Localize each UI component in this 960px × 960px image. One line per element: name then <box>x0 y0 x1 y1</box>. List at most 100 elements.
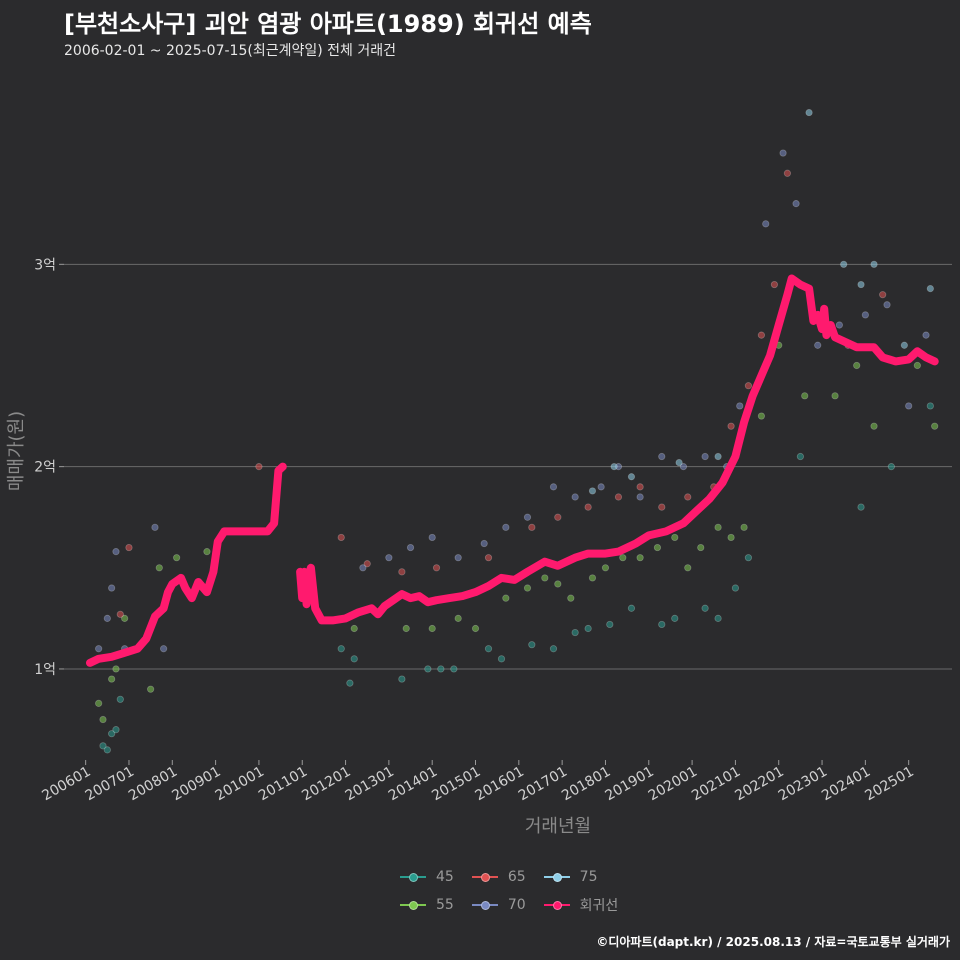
data-point-55 <box>402 624 410 633</box>
x-axis-title: 거래년월 <box>525 816 591 837</box>
data-point-45 <box>606 620 614 629</box>
data-point-70 <box>571 493 579 501</box>
legend-item-75: 75 <box>543 866 619 888</box>
data-point-55 <box>428 624 436 633</box>
data-point-55 <box>740 523 748 531</box>
y-axis-title: 매매가(원) <box>6 411 27 491</box>
data-point-55 <box>757 412 766 420</box>
legend-key <box>543 871 570 883</box>
data-point-55 <box>801 392 809 400</box>
data-point-55 <box>203 548 211 556</box>
data-point-55 <box>714 523 722 531</box>
legend-item-70: 70 <box>471 894 526 916</box>
data-point-70 <box>597 483 605 491</box>
data-point-55 <box>567 594 575 602</box>
data-point-65 <box>125 543 133 552</box>
legend-item-55: 55 <box>400 894 454 916</box>
data-point-75 <box>610 463 618 471</box>
data-point-65 <box>658 503 666 511</box>
legend-label: 65 <box>507 869 526 885</box>
data-point-65 <box>337 533 345 542</box>
data-point-75 <box>714 452 722 461</box>
data-point-45 <box>450 665 458 673</box>
legend-label: 회귀선 <box>579 898 619 914</box>
x-tick-label: 201201 <box>299 764 353 805</box>
legend-key <box>400 899 426 911</box>
data-point-55 <box>108 675 116 683</box>
data-point-70 <box>480 539 488 548</box>
data-point-45 <box>701 604 709 612</box>
data-point-55 <box>147 685 155 693</box>
data-point-65 <box>770 280 779 289</box>
data-point-70 <box>679 463 688 471</box>
data-point-65 <box>684 493 692 501</box>
legend-key <box>543 899 570 911</box>
data-point-45 <box>103 746 111 754</box>
data-point-45 <box>99 742 107 750</box>
data-point-45 <box>437 665 445 673</box>
legend-label: 70 <box>507 897 526 913</box>
data-point-55 <box>471 624 480 633</box>
data-point-45 <box>528 641 536 649</box>
data-point-55 <box>554 580 562 588</box>
data-point-65 <box>783 169 791 177</box>
legend-item-65: 65 <box>471 866 526 888</box>
chart-title: [부천소사구] 괴안 염광 아파트(1989) 회귀선 예측 <box>64 10 592 38</box>
data-point-55 <box>523 584 532 592</box>
data-point-45 <box>484 645 493 653</box>
data-point-70 <box>103 614 111 622</box>
legend-label: 75 <box>579 869 598 885</box>
data-point-45 <box>337 645 345 653</box>
data-point-55 <box>99 715 107 724</box>
x-tick-label: 201701 <box>516 764 570 805</box>
x-tick-label: 202401 <box>819 764 873 805</box>
data-point-75 <box>857 280 865 289</box>
data-point-55 <box>173 554 181 562</box>
x-tick-label: 202501 <box>862 764 916 805</box>
data-point-75 <box>805 108 813 117</box>
data-point-45 <box>497 655 506 663</box>
data-point-70 <box>762 220 770 228</box>
data-point-55 <box>697 543 705 552</box>
legend-key <box>400 871 426 883</box>
data-point-65 <box>528 523 536 531</box>
data-point-55 <box>155 564 163 572</box>
data-point-45 <box>857 503 865 511</box>
data-point-70 <box>523 513 532 521</box>
data-point-45 <box>658 620 666 629</box>
x-tick-label: 201501 <box>429 764 483 805</box>
data-point-55 <box>684 564 692 572</box>
data-point-55 <box>112 665 120 673</box>
data-point-70 <box>905 402 913 410</box>
data-point-55 <box>671 533 679 542</box>
data-point-70 <box>861 311 869 319</box>
data-point-70 <box>385 554 393 562</box>
y-tick-label: 2억 <box>34 460 56 476</box>
data-point-45 <box>584 624 592 633</box>
data-point-70 <box>502 523 510 531</box>
legend-key <box>471 871 498 883</box>
data-point-65 <box>636 483 644 491</box>
data-point-65 <box>757 331 766 339</box>
data-point-45 <box>350 655 358 663</box>
data-point-70 <box>359 564 367 572</box>
data-point-65 <box>432 564 441 572</box>
data-point-70 <box>151 523 159 531</box>
x-tick-label: 201601 <box>473 764 527 805</box>
data-point-75 <box>675 458 683 467</box>
data-point-70 <box>549 483 558 491</box>
data-point-75 <box>926 284 934 293</box>
x-tick-label: 201301 <box>343 764 397 805</box>
legend: 45 65 75 55 70 회귀선 <box>400 866 618 916</box>
data-point-65 <box>255 463 263 471</box>
data-point-45 <box>627 604 636 612</box>
x-tick-label: 202301 <box>776 764 830 805</box>
data-point-70 <box>428 533 436 542</box>
data-point-45 <box>796 452 804 461</box>
data-point-70 <box>701 452 709 461</box>
data-point-45 <box>671 614 679 622</box>
data-point-55 <box>831 392 839 400</box>
x-tick-label: 202001 <box>646 764 700 805</box>
data-point-55 <box>588 574 597 582</box>
data-point-70 <box>160 645 168 653</box>
